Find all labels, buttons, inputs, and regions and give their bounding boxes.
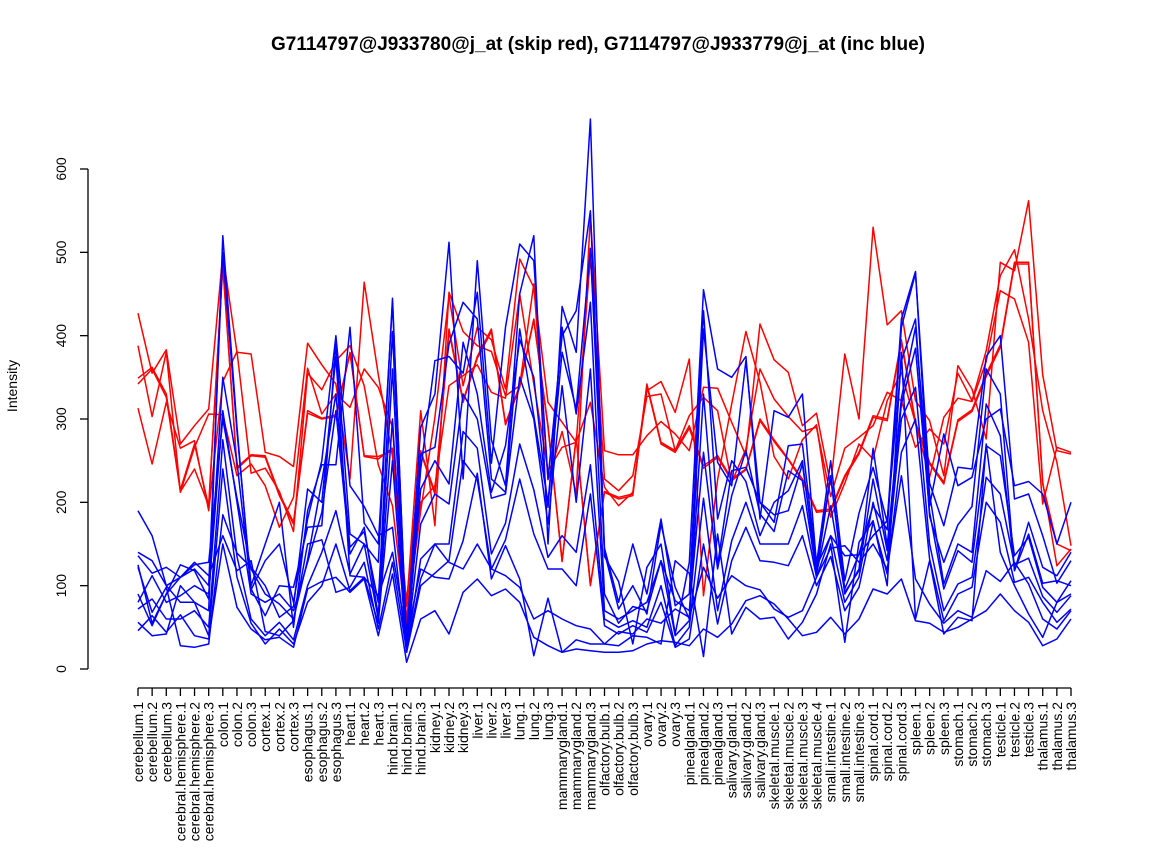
series-line-1 [137, 199, 1072, 608]
x-tick-label: stomach.1 [950, 702, 966, 767]
x-tick-label: kidney.2 [441, 702, 457, 753]
y-tick-label: 500 [53, 240, 69, 264]
x-tick-label: esophagus.2 [314, 702, 330, 782]
x-tick-label: liver.1 [469, 702, 485, 739]
x-tick-label: kidney.1 [427, 702, 443, 753]
series-line-12 [137, 418, 1072, 654]
x-tick-label: lung.3 [540, 702, 556, 740]
x-tick-label: olfactory.bulb.1 [597, 702, 613, 796]
x-tick-label: pinealgland.1 [681, 702, 697, 786]
series-line-8 [137, 247, 1072, 645]
series-line-14 [137, 474, 1072, 652]
x-tick-label: ovary.3 [667, 702, 683, 747]
series-layer [137, 118, 1072, 664]
x-tick-label: hind.brain.1 [385, 702, 401, 775]
x-tick-label: colon.2 [229, 702, 245, 747]
x-tick-label: cerebral.hemisphere.2 [187, 702, 203, 842]
x-tick-label: liver.3 [498, 702, 514, 739]
x-tick-label: salivary.gland.3 [752, 702, 768, 798]
x-tick-label: ovary.2 [653, 702, 669, 747]
y-tick-label: 300 [53, 407, 69, 431]
x-tick-label: kidney.3 [455, 702, 471, 753]
x-tick-label: heart.2 [356, 702, 372, 746]
x-tick-label: spleen.1 [908, 702, 924, 755]
x-tick-label: hind.brain.2 [399, 702, 415, 775]
x-tick-label: heart.3 [370, 702, 386, 746]
axis-layer: 0100200300400500600cerebellum.1cerebellu… [53, 157, 1079, 841]
x-tick-label: cerebral.hemisphere.1 [172, 702, 188, 842]
x-tick-label: olfactory.bulb.2 [611, 702, 627, 796]
x-tick-label: spinal.cord.1 [865, 702, 881, 782]
x-tick-label: cerebellum.2 [144, 702, 160, 782]
x-tick-label: colon.1 [215, 702, 231, 747]
x-tick-label: cortex.2 [271, 702, 287, 752]
x-tick-label: spleen.2 [922, 702, 938, 755]
y-axis-label: Intensity [4, 360, 20, 412]
y-tick-label: 200 [53, 490, 69, 514]
x-tick-label: spinal.cord.2 [879, 702, 895, 782]
series-line-3 [137, 289, 1072, 629]
x-tick-label: ovary.1 [639, 702, 655, 747]
y-tick-label: 0 [53, 665, 69, 673]
x-tick-label: thalamus.2 [1049, 702, 1065, 771]
x-tick-label: skeletal.muscle.3 [794, 702, 810, 810]
x-tick-label: mammarygland.1 [554, 702, 570, 810]
x-tick-label: heart.1 [342, 702, 358, 746]
series-line-15 [137, 543, 1072, 664]
x-tick-label: cortex.1 [257, 702, 273, 752]
x-tick-label: skeletal.muscle.2 [780, 702, 796, 810]
x-tick-label: lung.2 [526, 702, 542, 740]
x-tick-label: spleen.3 [936, 702, 952, 755]
series-line-10 [137, 347, 1072, 649]
x-tick-label: salivary.gland.2 [738, 702, 754, 798]
series-line-2 [137, 249, 1072, 620]
x-tick-label: colon.3 [243, 702, 259, 747]
x-tick-label: pinealgland.3 [710, 702, 726, 786]
x-tick-label: testicle.3 [1021, 702, 1037, 757]
x-tick-label: esophagus.3 [328, 702, 344, 782]
x-tick-label: cerebellum.3 [158, 702, 174, 782]
x-tick-label: small.intestine.1 [823, 702, 839, 803]
x-tick-label: stomach.2 [964, 702, 980, 767]
x-tick-label: salivary.gland.1 [724, 702, 740, 798]
x-tick-label: thalamus.3 [1063, 702, 1079, 771]
x-tick-label: mammarygland.2 [568, 702, 584, 810]
x-tick-label: skeletal.muscle.4 [809, 702, 825, 810]
x-tick-label: cortex.3 [286, 702, 302, 752]
x-tick-label: hind.brain.3 [413, 702, 429, 775]
x-tick-label: cerebral.hemisphere.3 [201, 702, 217, 842]
x-tick-label: small.intestine.2 [837, 702, 853, 803]
series-line-6 [137, 118, 1072, 645]
x-tick-label: mammarygland.3 [582, 702, 598, 810]
x-tick-label: spinal.cord.3 [893, 702, 909, 782]
x-tick-label: stomach.3 [978, 702, 994, 767]
x-tick-label: small.intestine.3 [851, 702, 867, 803]
chart-title: G7114797@J933780@j_at (skip red), G71147… [271, 34, 925, 55]
y-tick-label: 400 [53, 324, 69, 348]
x-tick-label: testicle.2 [1007, 702, 1023, 757]
x-tick-label: cerebellum.1 [130, 702, 146, 782]
x-tick-label: liver.2 [483, 702, 499, 739]
x-tick-label: skeletal.muscle.1 [766, 702, 782, 810]
y-tick-label: 600 [53, 157, 69, 181]
x-tick-label: esophagus.1 [300, 702, 316, 782]
x-tick-label: thalamus.1 [1035, 702, 1051, 771]
y-tick-label: 100 [53, 574, 69, 598]
x-tick-label: olfactory.bulb.3 [625, 702, 641, 796]
x-tick-label: lung.1 [512, 702, 528, 740]
x-tick-label: testicle.1 [992, 702, 1008, 757]
x-tick-label: pinealgland.2 [696, 702, 712, 786]
